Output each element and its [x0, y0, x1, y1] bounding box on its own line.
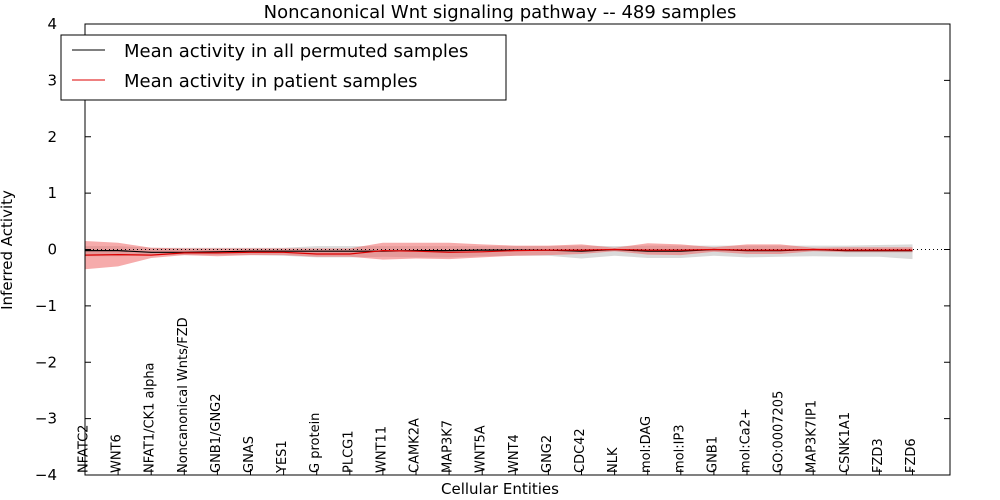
- x-tick-label: NFATC2: [77, 425, 92, 473]
- series-lines: [84, 248, 950, 256]
- band-patient: [85, 241, 913, 270]
- y-tick-label: 0: [47, 241, 57, 259]
- x-tick-label: YES1: [275, 440, 290, 474]
- legend-box: [60, 34, 507, 101]
- confidence-bands: [85, 241, 913, 270]
- x-tick-label: FZD6: [904, 438, 919, 473]
- chart-title: Noncanonical Wnt signaling pathway -- 48…: [264, 2, 737, 23]
- x-tick-label: G protein: [308, 413, 323, 473]
- x-tick-label: mol:Ca2+: [739, 408, 754, 473]
- y-tick-label: −3: [35, 410, 57, 428]
- x-tick-label: GNG2: [540, 435, 555, 473]
- x-tick-label: GO:0007205: [772, 391, 787, 473]
- y-tick-label: 1: [47, 184, 57, 202]
- y-tick-label: −2: [35, 353, 57, 371]
- x-axis-label: Cellular Entities: [441, 480, 559, 498]
- legend-label-patient: Mean activity in patient samples: [124, 71, 418, 92]
- x-tick-label: mol:DAG: [639, 416, 654, 473]
- x-tick-label: GNB1/GNG2: [209, 393, 224, 473]
- x-tick-label: GNB1: [705, 436, 720, 473]
- y-axis-label: Inferred Activity: [0, 190, 16, 310]
- x-tick-label: CAMK2A: [408, 418, 423, 473]
- y-tick-label: 3: [47, 71, 57, 89]
- x-tick-label: GNAS: [242, 436, 257, 473]
- x-tick-label: WNT6: [110, 434, 125, 473]
- x-tick-label: CSNK1A1: [838, 412, 853, 473]
- x-tick-label: CDC42: [573, 428, 588, 473]
- y-axis: −4 −3 −2 −1 0 1 2 3 4: [35, 15, 950, 484]
- x-tick-label: NFAT1/CK1 alpha: [143, 362, 158, 473]
- x-tick-label: WNT5A: [474, 425, 489, 473]
- legend-label-permuted: Mean activity in all permuted samples: [124, 41, 468, 62]
- x-tick-label: PLCG1: [341, 430, 356, 473]
- series-line-patient: [84, 248, 913, 256]
- x-tick-label: WNT11: [374, 426, 389, 473]
- legend: Mean activity in all permuted samples Me…: [60, 34, 507, 101]
- x-tick-label: WNT4: [507, 434, 522, 473]
- x-tick-label: FZD3: [871, 438, 886, 473]
- x-tick-label: Noncanonical Wnts/FZD: [176, 317, 191, 473]
- x-tick-label: mol:IP3: [672, 424, 687, 473]
- y-tick-label: −1: [35, 297, 57, 315]
- x-axis: NFATC2 WNT6 NFAT1/CK1 alpha Noncanonical Wn…: [77, 317, 919, 475]
- y-tick-label: 4: [47, 15, 57, 33]
- x-tick-label: MAP3K7: [441, 420, 456, 473]
- y-tick-label: 2: [47, 128, 57, 146]
- y-tick-label: −4: [35, 466, 57, 484]
- x-tick-label: MAP3K7IP1: [805, 400, 820, 473]
- x-tick-label: NLK: [606, 447, 621, 473]
